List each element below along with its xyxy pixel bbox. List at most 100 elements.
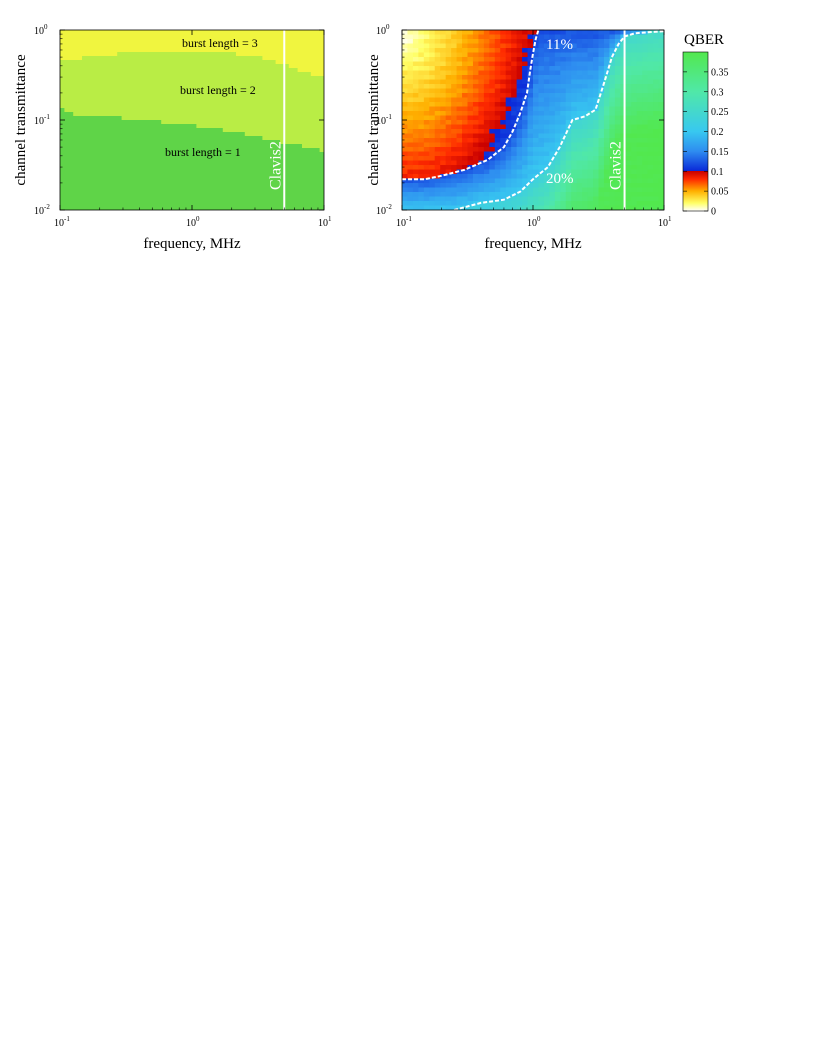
heatmap-cell [614, 174, 621, 180]
heatmap-cell [500, 111, 507, 117]
heatmap-cell [451, 88, 458, 94]
heatmap-cell [516, 129, 523, 135]
heatmap-cell [467, 196, 474, 202]
heatmap-cell [538, 34, 545, 40]
heatmap-cell [658, 174, 664, 180]
heatmap-cell [653, 34, 660, 40]
heatmap-cell [467, 174, 474, 180]
heatmap-cell [418, 48, 425, 54]
heatmap-cell [587, 147, 594, 153]
heatmap-cell [500, 57, 507, 63]
heatmap-cell [434, 43, 441, 49]
heatmap-cell [631, 196, 638, 202]
heatmap-cell [407, 151, 414, 157]
heatmap-cell [642, 48, 649, 54]
heatmap-cell [505, 142, 512, 148]
heatmap-cell [483, 192, 490, 198]
heatmap-cell [614, 39, 621, 45]
region-label-burst-1: burst length = 1 [165, 145, 241, 159]
heatmap-cell [445, 75, 452, 81]
heatmap-cell [593, 115, 600, 121]
heatmap-cell [429, 165, 436, 171]
heatmap-cell [642, 39, 649, 45]
heatmap-cell [505, 151, 512, 157]
heatmap-cell [603, 39, 611, 45]
heatmap-cell [642, 52, 649, 58]
heatmap-cell [483, 147, 490, 153]
heatmap-cell [516, 61, 523, 67]
heatmap-cell [418, 97, 425, 103]
heatmap-cell [418, 138, 425, 144]
heatmap-cell [472, 75, 480, 81]
heatmap-cell [402, 196, 409, 202]
heatmap-cell [658, 43, 664, 49]
heatmap-cell [538, 205, 545, 210]
heatmap-cell [598, 151, 605, 157]
heatmap-cell [440, 142, 447, 148]
heatmap-cell [571, 70, 578, 76]
heatmap-cell [440, 97, 447, 103]
heatmap-cell [625, 142, 632, 148]
heatmap-cell [478, 75, 485, 81]
heatmap-cell [472, 169, 480, 175]
heatmap-cell [653, 97, 660, 103]
heatmap-cell [451, 70, 458, 76]
heatmap-cell [647, 178, 654, 184]
heatmap-cell [483, 205, 490, 210]
heatmap-cell [636, 156, 643, 162]
heatmap-cell [423, 79, 430, 85]
heatmap-cell [587, 115, 594, 121]
heatmap-cell [462, 88, 469, 94]
heatmap-cell [516, 102, 523, 108]
heatmap-cell [456, 30, 463, 36]
heatmap-cell [412, 93, 419, 99]
heatmap-cell [451, 75, 458, 81]
heatmap-cell [483, 39, 490, 45]
heatmap-cell [543, 205, 550, 210]
heatmap-cell [505, 75, 512, 81]
heatmap-cell [571, 142, 578, 148]
heatmap-cell [483, 88, 490, 94]
heatmap-cell [511, 111, 518, 117]
heatmap-cell [603, 48, 611, 54]
heatmap-cell [511, 138, 518, 144]
heatmap-cell [511, 93, 518, 99]
heatmap-cell [549, 30, 556, 36]
heatmap-cell [593, 34, 600, 40]
heatmap-cell [554, 138, 561, 144]
heatmap-cell [445, 142, 452, 148]
heatmap-cell [653, 192, 660, 198]
heatmap-cell [598, 147, 605, 153]
heatmap-cell [543, 52, 550, 58]
heatmap-cell [402, 187, 409, 193]
heatmap-cell [472, 120, 480, 126]
heatmap-cell [538, 61, 545, 67]
heatmap-cell [658, 133, 664, 139]
heatmap-cell [434, 102, 441, 108]
heatmap-cell [571, 120, 578, 126]
heatmap-cell [527, 102, 534, 108]
heatmap-cell [418, 156, 425, 162]
heatmap-cell [560, 147, 567, 153]
heatmap-cell [587, 61, 594, 67]
heatmap-cell [614, 111, 621, 117]
heatmap-cell [576, 169, 583, 175]
heatmap-cell [429, 75, 436, 81]
heatmap-cell [434, 88, 441, 94]
heatmap-cell [402, 70, 409, 76]
heatmap-cell [505, 88, 512, 94]
heatmap-cell [407, 201, 414, 207]
heatmap-cell [554, 183, 561, 189]
heatmap-cell [631, 205, 638, 210]
colorbar-title: QBER [684, 32, 724, 48]
heatmap-cell [402, 178, 409, 184]
heatmap-cell [587, 165, 594, 171]
heatmap-cell [527, 178, 534, 184]
heatmap-cell [554, 30, 561, 36]
heatmap-cell [418, 79, 425, 85]
heatmap-cell [565, 61, 572, 67]
heatmap-cell [593, 124, 600, 130]
heatmap-cell [440, 34, 447, 40]
heatmap-cell [620, 97, 627, 103]
heatmap-cell [505, 115, 512, 121]
